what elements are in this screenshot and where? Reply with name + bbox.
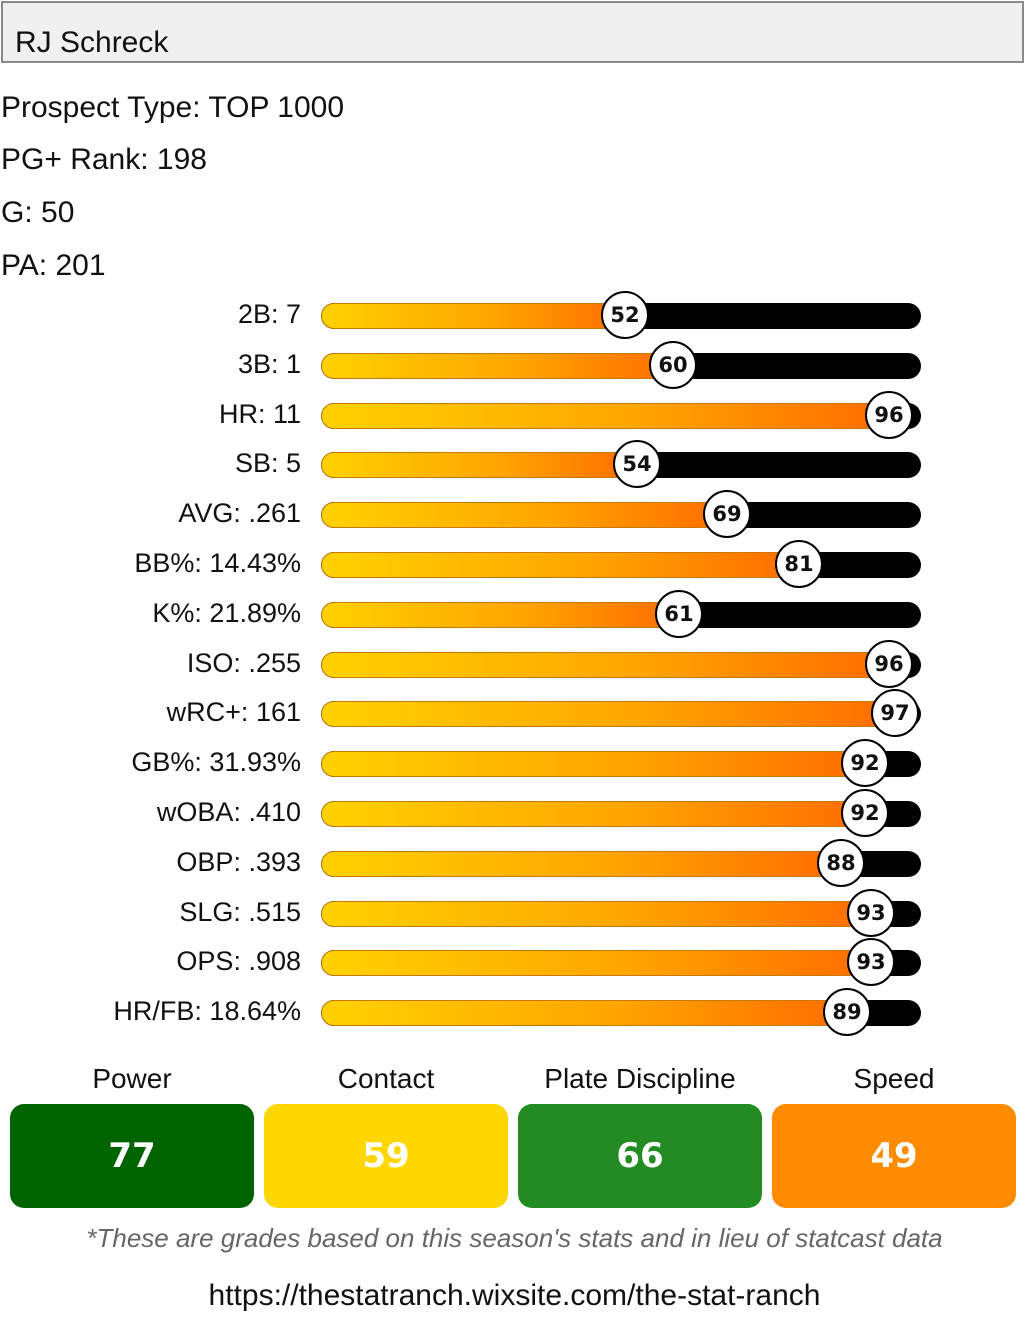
percentile-bar-fill <box>321 403 897 429</box>
percentile-bar-track <box>321 652 921 678</box>
percentile-bar-fill <box>321 652 897 678</box>
percentile-value-bubble: 52 <box>601 291 649 339</box>
grade-value-box: 66 <box>518 1104 762 1208</box>
percentile-bar-fill <box>321 353 681 379</box>
percentile-bar-track <box>321 701 921 727</box>
percentile-bar-fill <box>321 303 633 329</box>
stat-row: wRC+: 161 97 <box>0 689 1029 737</box>
pg-rank: PG+ Rank: 198 <box>1 143 207 176</box>
stat-label: 3B: 1 <box>237 349 301 379</box>
stat-row: GB%: 31.93% 92 <box>0 739 1029 787</box>
percentile-bar-fill <box>321 901 879 927</box>
percentile-value-bubble: 61 <box>655 590 703 638</box>
percentile-bar-fill <box>321 602 687 628</box>
stat-row: wOBA: .410 92 <box>0 789 1029 837</box>
stat-label: SB: 5 <box>234 448 301 478</box>
stat-row: OBP: .393 88 <box>0 839 1029 887</box>
percentile-value-bubble: 96 <box>865 640 913 688</box>
percentile-bar-fill <box>321 452 645 478</box>
percentile-bar-track <box>321 353 921 379</box>
footnote: *These are grades based on this season's… <box>86 1223 943 1253</box>
percentile-bar-fill <box>321 801 873 827</box>
percentile-value-bubble: 96 <box>865 391 913 439</box>
grade-label: Contact <box>337 1063 435 1094</box>
stat-label: HR: 11 <box>218 399 301 429</box>
percentile-bar-track <box>321 950 921 976</box>
stat-label: SLG: .515 <box>179 897 301 927</box>
stat-label: wOBA: .410 <box>156 797 301 827</box>
grade-value-box: 49 <box>772 1104 1016 1208</box>
percentile-value-bubble: 88 <box>817 839 865 887</box>
grade-value-box: 59 <box>264 1104 508 1208</box>
percentile-value-bubble: 93 <box>847 938 895 986</box>
player-name-box: RJ Schreck <box>1 1 1024 63</box>
player-name: RJ Schreck <box>15 26 169 59</box>
prospect-type: Prospect Type: TOP 1000 <box>1 91 345 124</box>
percentile-value-bubble: 93 <box>847 889 895 937</box>
percentile-bar-track <box>321 751 921 777</box>
stat-row: 2B: 7 52 <box>0 291 1029 339</box>
stat-label: BB%: 14.43% <box>134 548 301 578</box>
stat-row: AVG: .261 69 <box>0 490 1029 538</box>
stat-row: ISO: .255 96 <box>0 640 1029 688</box>
percentile-value-bubble: 60 <box>649 341 697 389</box>
stat-label: OPS: .908 <box>176 946 301 976</box>
percentile-bar-track <box>321 552 921 578</box>
percentile-bar-track <box>321 1000 921 1026</box>
stat-label: OBP: .393 <box>176 847 301 877</box>
percentile-bar-fill <box>321 751 873 777</box>
percentile-bar-fill <box>321 851 849 877</box>
stat-label: GB%: 31.93% <box>131 747 301 777</box>
plate-appearances: PA: 201 <box>1 249 106 282</box>
stat-row: BB%: 14.43% 81 <box>0 540 1029 588</box>
site-url: https://thestatranch.wixsite.com/the-sta… <box>208 1279 821 1312</box>
percentile-value-bubble: 89 <box>823 988 871 1036</box>
stat-label: K%: 21.89% <box>152 598 301 628</box>
stat-row: OPS: .908 93 <box>0 938 1029 986</box>
percentile-value-bubble: 97 <box>871 689 919 737</box>
percentile-value-bubble: 92 <box>841 789 889 837</box>
percentile-bar-track <box>321 403 921 429</box>
stat-label: 2B: 7 <box>237 299 301 329</box>
stat-label: HR/FB: 18.64% <box>113 996 301 1026</box>
percentile-bar-track <box>321 602 921 628</box>
percentile-bar-track <box>321 801 921 827</box>
percentile-bar-fill <box>321 552 807 578</box>
grade-label: Speed <box>853 1063 935 1094</box>
stat-row: SB: 5 54 <box>0 440 1029 488</box>
stat-label: AVG: .261 <box>178 498 301 528</box>
stat-row: HR/FB: 18.64% 89 <box>0 988 1029 1036</box>
stat-row: K%: 21.89% 61 <box>0 590 1029 638</box>
stat-label: wRC+: 161 <box>166 697 301 727</box>
stat-row: 3B: 1 60 <box>0 341 1029 389</box>
grade-label: Plate Discipline <box>544 1063 736 1094</box>
grade-label: Power <box>92 1063 172 1094</box>
percentile-value-bubble: 54 <box>613 440 661 488</box>
stat-row: SLG: .515 93 <box>0 889 1029 937</box>
percentile-bar-fill <box>321 502 735 528</box>
stat-row: HR: 11 96 <box>0 391 1029 439</box>
percentile-bar-fill <box>321 1000 855 1026</box>
stat-label: ISO: .255 <box>186 648 301 678</box>
percentile-bar-track <box>321 502 921 528</box>
percentile-value-bubble: 69 <box>703 490 751 538</box>
percentile-value-bubble: 92 <box>841 739 889 787</box>
percentile-bar-fill <box>321 950 879 976</box>
percentile-value-bubble: 81 <box>775 540 823 588</box>
grade-value-box: 77 <box>10 1104 254 1208</box>
percentile-bar-fill <box>321 701 903 727</box>
games-played: G: 50 <box>1 196 75 229</box>
percentile-bar-track <box>321 901 921 927</box>
